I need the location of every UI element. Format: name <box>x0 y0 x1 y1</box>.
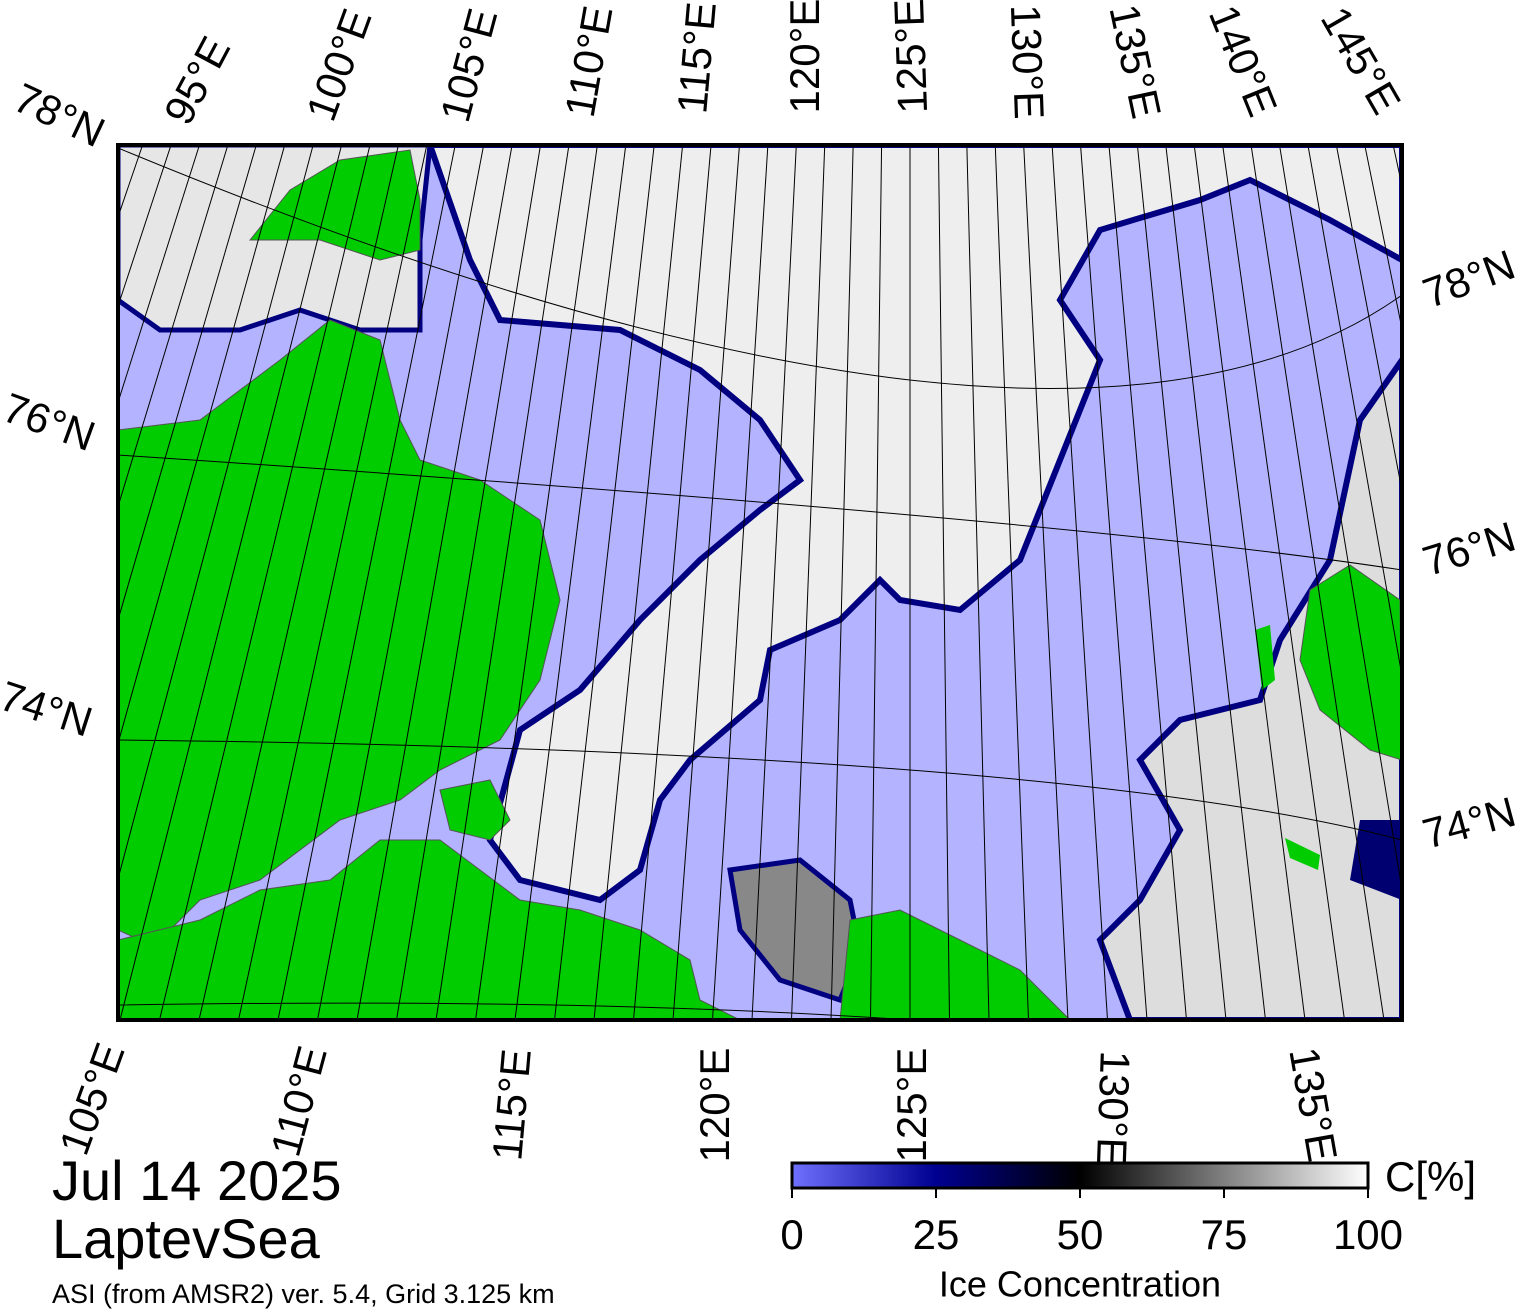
meridian <box>514 145 627 1020</box>
meridian <box>632 145 712 1020</box>
top-lon-label: 110°E <box>556 2 622 120</box>
meridian <box>119 145 343 1020</box>
land <box>1255 625 1275 690</box>
meridian <box>1023 145 1069 1020</box>
meridian <box>0 0 9 1314</box>
meridian <box>1455 0 1525 1314</box>
top-lon-label: 145°E <box>1312 0 1410 122</box>
meridian <box>474 145 598 1020</box>
meridian <box>1278 145 1402 893</box>
colorbar <box>790 1161 1370 1190</box>
right-lat-label: 78°N <box>1417 241 1521 317</box>
bottom-lon-label: 115°E <box>483 1047 540 1162</box>
meridian <box>830 145 854 1020</box>
top-lon-label: 95°E <box>155 29 239 132</box>
meridian <box>118 145 286 746</box>
parallel <box>118 739 1402 841</box>
meridian <box>1193 145 1306 1020</box>
colorbar-tick-label: 25 <box>913 1211 960 1258</box>
top-lon-label: 115°E <box>668 0 725 115</box>
meridian <box>316 145 485 1020</box>
meridian <box>1479 0 1525 1314</box>
meridian <box>1136 145 1227 1020</box>
left-lat-label: 74°N <box>0 672 98 746</box>
bottom-lon-label: 105°E <box>50 1037 133 1161</box>
colorbar-tick-label: 75 <box>1201 1211 1248 1258</box>
meridian <box>277 145 456 1020</box>
meridian <box>395 145 542 1020</box>
top-lon-label: 130°E <box>1002 4 1053 120</box>
meridian <box>1051 145 1109 1020</box>
meridian <box>237 145 428 1020</box>
meridian <box>711 145 769 1020</box>
land <box>839 909 1071 1020</box>
colorbar-tick-label: 100 <box>1333 1211 1403 1258</box>
land <box>118 839 741 1020</box>
source-label: ASI (from AMSR2) ver. 5.4, Grid 3.125 km <box>52 1279 555 1309</box>
parallel <box>118 1002 917 1020</box>
meridian <box>553 145 655 1020</box>
meridian <box>966 145 990 1020</box>
meridian <box>1222 145 1346 1020</box>
meridian <box>593 145 684 1020</box>
meridian <box>790 145 826 1020</box>
meridian <box>1108 145 1188 1020</box>
bottom-lon-label: 110°E <box>262 1041 336 1161</box>
meridian <box>1408 0 1525 1314</box>
meridian <box>869 145 883 1020</box>
colorbar-label: Ice Concentration <box>939 1264 1221 1305</box>
meridian <box>356 145 513 1020</box>
date-label: Jul 14 2025 <box>52 1149 342 1212</box>
sea-ice <box>426 145 1402 904</box>
right-lat-label: 76°N <box>1417 513 1520 585</box>
meridian <box>1503 0 1525 1314</box>
top-lon-label: 135°E <box>1100 0 1170 122</box>
meridian <box>118 145 314 881</box>
top-lon-label: 120°E <box>781 0 828 113</box>
left-lat-label: 78°N <box>7 74 112 156</box>
meridian <box>435 145 570 1020</box>
meridian <box>937 145 951 1020</box>
land <box>1299 564 1402 761</box>
meridian <box>198 145 399 1020</box>
meridian <box>751 145 797 1020</box>
bottom-lon-label: 130°E <box>1088 1050 1139 1166</box>
meridian <box>1431 0 1525 1314</box>
land <box>118 319 561 941</box>
land <box>248 149 421 261</box>
top-lon-label: 140°E <box>1200 0 1287 123</box>
meridian <box>1250 145 1385 1020</box>
colorbar-tick-label: 0 <box>780 1211 803 1258</box>
meridian <box>0 0 33 1314</box>
left-lat-label: 76°N <box>0 384 101 460</box>
map-frame <box>116 143 1404 1022</box>
bottom-lon-label: 135°E <box>1280 1044 1346 1165</box>
top-lon-label: 100°E <box>297 3 380 127</box>
parallel <box>118 454 1402 571</box>
parallel <box>118 147 1402 389</box>
meridian <box>0 0 57 1314</box>
meridian <box>1165 145 1267 1020</box>
right-lat-label: 74°N <box>1418 788 1521 858</box>
top-lon-label: 125°E <box>885 0 936 114</box>
meridian <box>672 145 740 1020</box>
meridian <box>994 145 1030 1020</box>
meridian <box>158 145 371 1020</box>
colorbar-tick-label: 50 <box>1057 1211 1104 1258</box>
land <box>439 779 511 841</box>
meridian <box>1080 145 1148 1020</box>
bottom-lon-label: 125°E <box>888 1048 935 1163</box>
meridian <box>118 145 257 622</box>
meridian <box>1384 0 1525 1314</box>
land <box>1285 838 1320 870</box>
bottom-lon-label: 120°E <box>691 1048 738 1163</box>
colorbar-unit: C[%] <box>1385 1153 1476 1200</box>
top-lon-label: 105°E <box>431 4 506 127</box>
region-label: LaptevSea <box>52 1207 321 1270</box>
meridian <box>1307 145 1402 679</box>
